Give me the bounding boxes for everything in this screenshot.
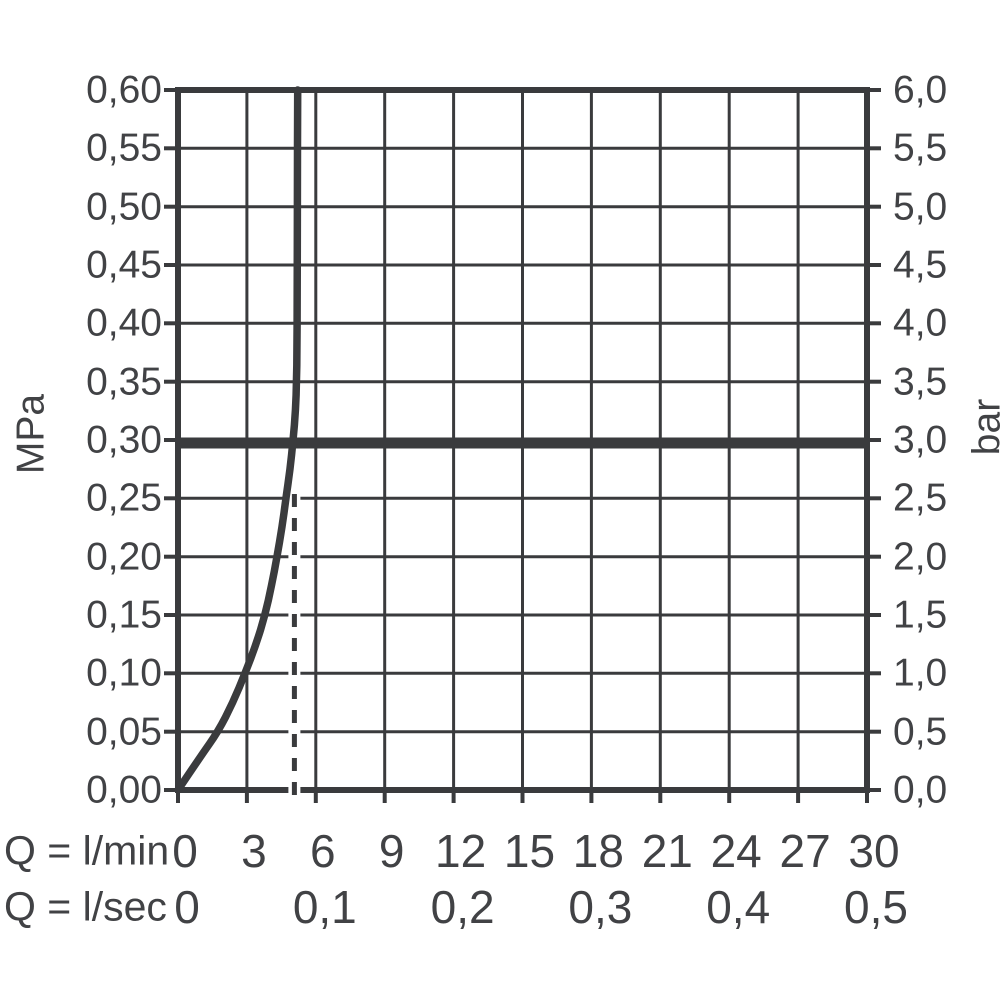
y-right-tick-label: 6,0 [893, 68, 948, 112]
y-right-tick-label: 2,5 [893, 476, 948, 520]
x-lmin-tick-label: 21 [641, 825, 693, 877]
x-lmin-tick-label: 30 [848, 825, 900, 877]
y-right-tick-label: 1,5 [893, 593, 948, 637]
y-left-tick-label: 0,60 [86, 68, 162, 112]
x-lmin-tick-label: 3 [241, 825, 267, 877]
y-left-tick-label: 0,35 [86, 360, 162, 404]
x-lmin-tick-label: 18 [572, 825, 624, 877]
y-left-tick-label: 0,10 [86, 651, 162, 695]
y-left-tick-label: 0,50 [86, 185, 162, 229]
x-lmin-tick-label: 24 [710, 825, 762, 877]
y-right-tick-label: 4,0 [893, 301, 948, 345]
y-right-tick-label: 2,0 [893, 535, 948, 579]
x-axis-lsec-label: Q = l/sec [4, 883, 167, 930]
y-left-tick-label: 0,40 [86, 301, 162, 345]
y-right-tick-label: 0,5 [893, 710, 948, 754]
y-right-tick-label: 0,0 [893, 768, 948, 812]
y-right-tick-label: 3,5 [893, 360, 948, 404]
x-lsec-tick-label: 0,5 [844, 881, 908, 933]
y-left-tick-label: 0,30 [86, 418, 162, 462]
x-lsec-tick-label: 0,3 [568, 881, 633, 933]
x-lsec-tick-label: 0,4 [706, 881, 771, 933]
x-lsec-tick-label: 0,1 [292, 881, 357, 933]
x-lmin-tick-label: 12 [435, 825, 487, 877]
y-left-tick-label: 0,00 [86, 768, 162, 812]
y-left-tick-label: 0,25 [86, 476, 162, 520]
y-left-tick-label: 0,05 [86, 710, 162, 754]
x-lmin-tick-label: 6 [310, 825, 336, 877]
axis-ticks [164, 88, 881, 803]
y-left-tick-label: 0,45 [86, 243, 162, 287]
x-lmin-tick-label: 15 [503, 825, 556, 877]
x-lsec-tick-label: 0,2 [430, 881, 495, 933]
y-right-tick-label: 3,0 [893, 418, 948, 462]
y-left-tick-label: 0,20 [86, 535, 162, 579]
x-lmin-tick-label: 0 [172, 825, 198, 877]
y-right-tick-label: 1,0 [893, 651, 948, 695]
y-left-tick-label: 0,55 [86, 126, 162, 170]
x-lsec-tick-label: 0 [174, 881, 200, 933]
x-lmin-tick-label: 9 [378, 825, 405, 877]
y-axis-left-unit-label: MPa [9, 393, 53, 475]
pressure-flow-curve [174, 86, 302, 794]
y-axis-right-unit-label: bar [965, 398, 1000, 456]
y-right-tick-label: 5,5 [893, 126, 948, 170]
x-axis-lmin-label: Q = l/min [4, 827, 170, 874]
x-lmin-tick-label: 27 [779, 825, 831, 877]
y-right-tick-label: 4,5 [893, 243, 948, 287]
y-left-tick-label: 0,15 [86, 593, 162, 637]
y-right-tick-label: 5,0 [893, 185, 948, 229]
